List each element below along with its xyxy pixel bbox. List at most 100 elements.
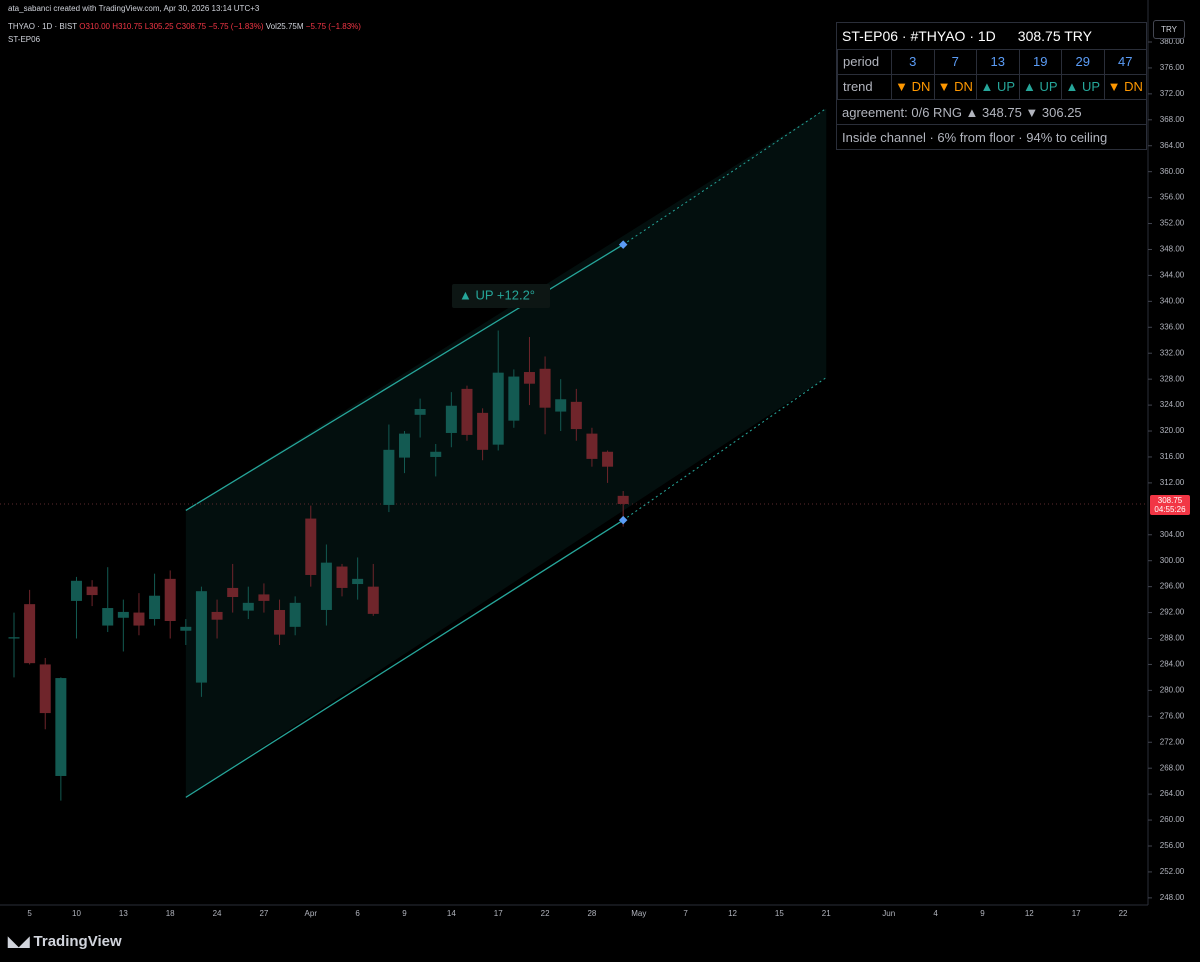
cell: 19	[1018, 50, 1062, 74]
y-tick-label: 256.00	[1160, 841, 1185, 850]
y-tick-label: 360.00	[1160, 167, 1185, 176]
x-tick-label: 10	[72, 909, 81, 918]
y-tick-label: 304.00	[1160, 530, 1185, 539]
low: L305.25	[144, 22, 174, 31]
last-price-label: 308.75	[1158, 496, 1183, 505]
cell: ▼ DN	[1103, 75, 1147, 99]
volume: Vol25.75M	[265, 22, 304, 31]
y-tick-label: 272.00	[1160, 737, 1185, 746]
y-tick-label: 316.00	[1160, 452, 1185, 461]
x-tick-label: Jun	[882, 909, 895, 918]
y-tick-label: 328.00	[1160, 374, 1185, 383]
y-tick-label: 280.00	[1160, 685, 1185, 694]
x-tick-label: 5	[27, 909, 32, 918]
indicator-table: ST-EP06 · #THYAO · 1D 308.75 TRY period 3…	[836, 22, 1147, 150]
cell: ▼ DN	[933, 75, 977, 99]
candle-body	[211, 611, 223, 620]
x-tick-label: 22	[1119, 909, 1128, 918]
channel-lower-extension	[622, 377, 827, 521]
channel-upper	[185, 244, 624, 512]
channel-anchor	[618, 515, 628, 525]
cell: 7	[933, 50, 977, 74]
candle-body	[8, 637, 20, 639]
x-tick-label: 4	[933, 909, 938, 918]
currency-button[interactable]: TRY	[1153, 20, 1185, 39]
last-price-tag	[1150, 494, 1190, 515]
table-title: ST-EP06 · #THYAO · 1D	[842, 28, 996, 44]
brand-logo: ◣◢	[8, 933, 30, 949]
open: O310.00	[79, 22, 110, 31]
y-tick-label: 260.00	[1160, 815, 1185, 824]
y-tick-label: 380.00	[1160, 37, 1185, 46]
y-tick-label: 332.00	[1160, 348, 1185, 357]
x-tick-label: 12	[1025, 909, 1034, 918]
channel-upper-extension	[622, 108, 827, 246]
candle-body	[24, 604, 36, 664]
candle-body	[399, 433, 410, 458]
candle-body	[274, 609, 286, 635]
candle-body	[492, 372, 504, 445]
period-row: period 3 7 13 19 29 47	[837, 50, 1146, 75]
candle-body	[289, 602, 301, 627]
cell: ▼ DN	[891, 75, 934, 99]
status-row: Inside channel · 6% from floor · 94% to …	[837, 125, 1146, 149]
indicator-name[interactable]: ST-EP06	[8, 35, 41, 44]
volume-change: −5.75 (−1.83%)	[305, 22, 361, 31]
y-tick-label: 276.00	[1160, 711, 1185, 720]
candle-body	[39, 664, 51, 714]
y-tick-label: 264.00	[1160, 789, 1185, 798]
candle-body	[86, 586, 98, 596]
close: C308.75	[175, 22, 207, 31]
countdown: 04:55:26	[1154, 505, 1186, 514]
cell: 29	[1061, 50, 1104, 74]
cell: ▲ UP	[1061, 75, 1104, 99]
cell: 47	[1103, 50, 1147, 74]
x-tick-label: 21	[822, 909, 831, 918]
x-tick-label: 14	[447, 909, 456, 918]
x-tick-label: 28	[587, 909, 596, 918]
credit: ata_sabanci created with TradingView.com…	[8, 4, 260, 13]
change: −5.75 (−1.83%)	[208, 22, 264, 31]
candle-body	[445, 405, 457, 433]
candle-body	[461, 388, 473, 435]
candle-body	[258, 594, 270, 601]
y-tick-label: 336.00	[1160, 322, 1185, 331]
x-tick-label: 27	[259, 909, 268, 918]
y-tick-label: 296.00	[1160, 582, 1185, 591]
y-tick-label: 252.00	[1160, 867, 1185, 876]
candle-body	[242, 602, 254, 611]
symbol: THYAO · 1D · BIST	[8, 22, 78, 31]
cell: ▲ UP	[976, 75, 1019, 99]
y-tick-label: 288.00	[1160, 634, 1185, 643]
y-tick-label: 324.00	[1160, 400, 1185, 409]
trend-row: trend ▼ DN ▼ DN ▲ UP ▲ UP ▲ UP ▼ DN	[837, 75, 1146, 100]
x-tick-label: May	[631, 909, 646, 918]
candle-body	[570, 401, 582, 430]
row-label: period	[837, 50, 891, 74]
candle-body	[102, 608, 114, 626]
status: Inside channel · 6% from floor · 94% to …	[842, 129, 1108, 145]
candle-body	[305, 518, 317, 575]
channel-fill	[185, 108, 827, 798]
candle-body	[555, 399, 567, 412]
x-tick-label: 13	[119, 909, 128, 918]
y-tick-label: 348.00	[1160, 245, 1185, 254]
cell: 3	[891, 50, 934, 74]
x-tick-label: 17	[1072, 909, 1081, 918]
candle-body	[414, 408, 426, 415]
cell: 13	[976, 50, 1019, 74]
candle-body	[539, 368, 551, 408]
candle-body	[164, 578, 176, 622]
candle-body	[227, 587, 239, 598]
y-tick-label: 368.00	[1160, 115, 1185, 124]
x-tick-label: 9	[402, 909, 407, 918]
channel-lower	[185, 519, 624, 798]
y-tick-label: 340.00	[1160, 296, 1185, 305]
x-tick-label: 7	[683, 909, 688, 918]
y-tick-label: 364.00	[1160, 141, 1185, 150]
y-tick-label: 352.00	[1160, 219, 1185, 228]
candle-body	[195, 591, 207, 683]
brand[interactable]: ◣◢ TradingView	[8, 933, 122, 950]
x-tick-label: Apr	[305, 909, 318, 918]
candle-body	[117, 611, 129, 618]
